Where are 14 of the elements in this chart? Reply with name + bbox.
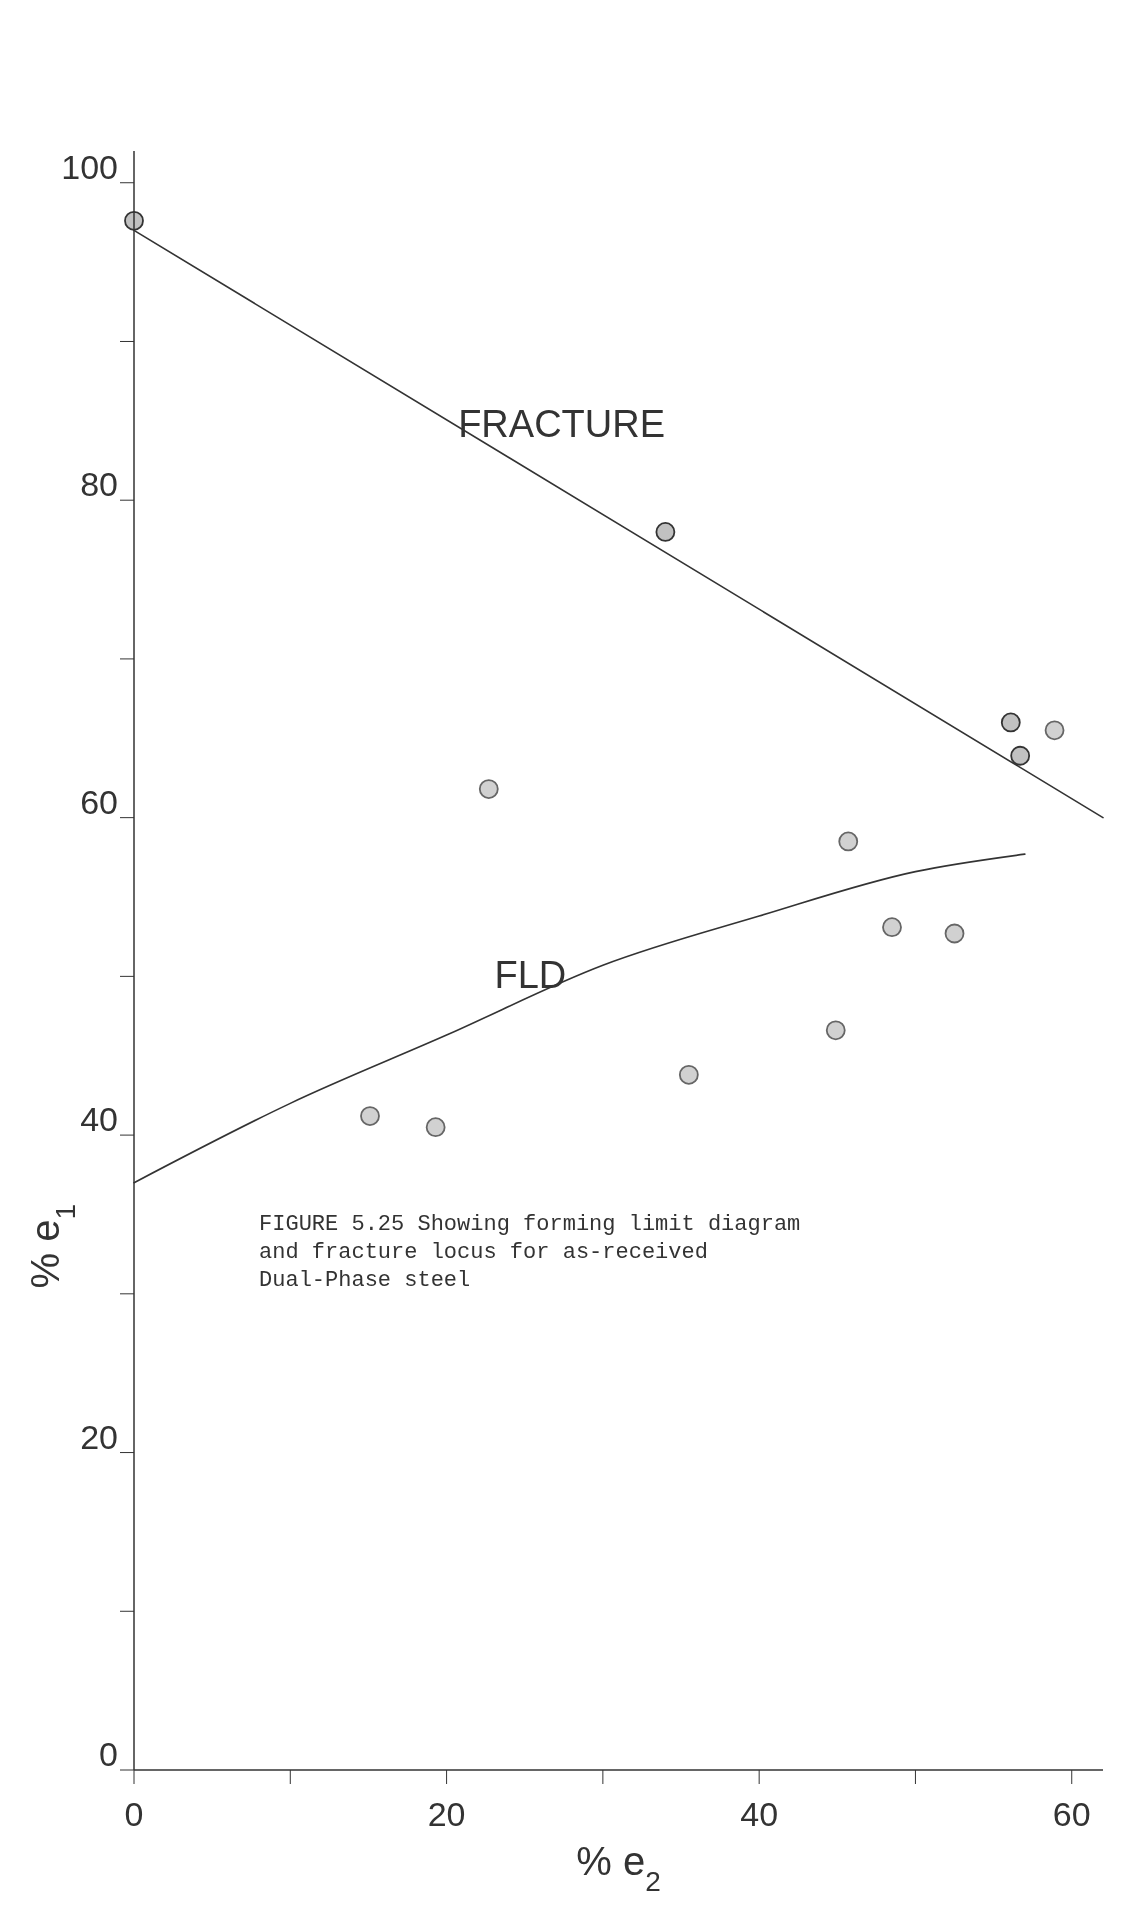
x-tick-label: 20	[427, 1795, 466, 1833]
y-tick-label: 100	[61, 147, 118, 186]
y-tick-label: 0	[99, 1735, 118, 1773]
y-tick-label: 60	[80, 782, 118, 821]
y-tick-label: 20	[80, 1417, 118, 1456]
y-tick-label: 40	[80, 1100, 118, 1139]
x-tick-label: 0	[124, 1795, 144, 1833]
series-label: FLD	[494, 953, 567, 996]
annotation: FIGURE 5.25 Showing forming limit diagram and fracture locus for as-received Dual-Phase steel	[259, 1212, 801, 1294]
x-tick-label: 60	[1052, 1795, 1091, 1833]
x-axis-title: % e$_{2}$	[576, 1839, 661, 1897]
y-tick-label: 80	[80, 465, 118, 504]
series-label: FRACTURE	[458, 403, 666, 446]
x-tick-label: 40	[740, 1795, 779, 1833]
